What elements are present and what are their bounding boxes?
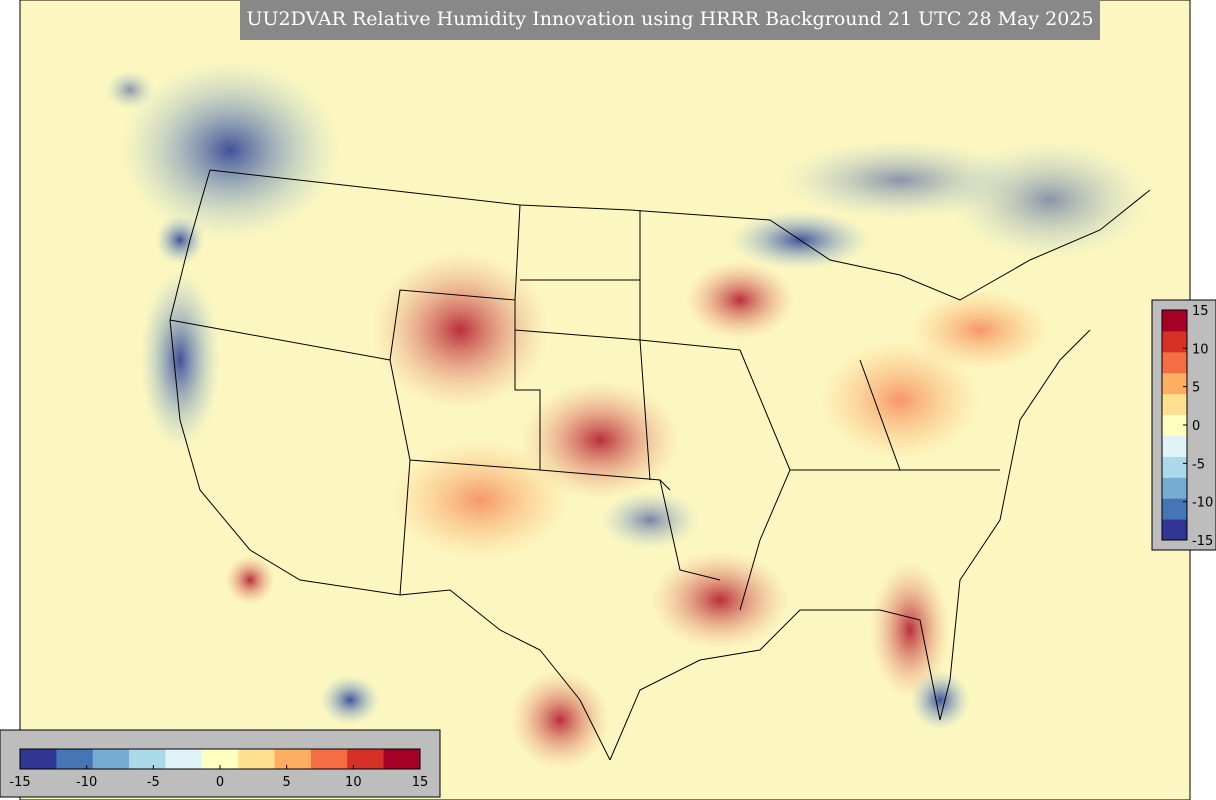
tick-label: -15 <box>9 775 30 790</box>
colorbar-segment <box>201 749 239 769</box>
colorbar-segment <box>56 749 94 769</box>
tick-label: 5 <box>283 775 291 790</box>
colorbar-segment <box>238 749 276 769</box>
title-banner <box>240 0 1100 40</box>
colorbar-segment <box>383 749 421 769</box>
colorbar-segment <box>347 749 385 769</box>
colorbar-segment <box>1162 310 1187 332</box>
field-blobs <box>105 60 1150 770</box>
colorbar-segment <box>1162 372 1187 395</box>
title: UU2DVAR Relative Humidity Innovation usi… <box>246 8 1093 30</box>
tick-label: 10 <box>345 775 362 790</box>
tick-label: 0 <box>216 775 224 790</box>
tick-label: 0 <box>1192 419 1200 434</box>
colorbar-segment <box>310 749 348 769</box>
tick-label: -10 <box>1192 496 1213 511</box>
tick-label: -5 <box>147 775 160 790</box>
colorbar-segment <box>1162 330 1187 353</box>
colorbar-segment <box>1162 498 1187 520</box>
tick-label: -15 <box>1192 534 1213 549</box>
tick-label: 10 <box>1192 342 1209 357</box>
colorbar-segment <box>1162 435 1187 457</box>
colorbar-segment <box>1162 456 1187 478</box>
colorbar-segment <box>1162 477 1187 499</box>
borders <box>169 169 1151 761</box>
tick-label: 15 <box>412 775 429 790</box>
colorbar-segment <box>92 749 130 769</box>
colorbar-segment <box>165 749 203 769</box>
colorbar-segment <box>274 749 312 769</box>
colorbar-segment <box>1162 414 1187 436</box>
tick-label: 15 <box>1192 304 1209 319</box>
colorbar-segment <box>1162 393 1187 416</box>
tick-label: -10 <box>76 775 97 790</box>
tick-label: 5 <box>1192 381 1200 396</box>
colorbar-segment <box>20 749 57 769</box>
colorbar-segment <box>1162 519 1187 541</box>
colorbar-segment <box>1162 351 1187 374</box>
colorbar-segment <box>129 749 166 769</box>
tick-label: -5 <box>1192 457 1205 472</box>
